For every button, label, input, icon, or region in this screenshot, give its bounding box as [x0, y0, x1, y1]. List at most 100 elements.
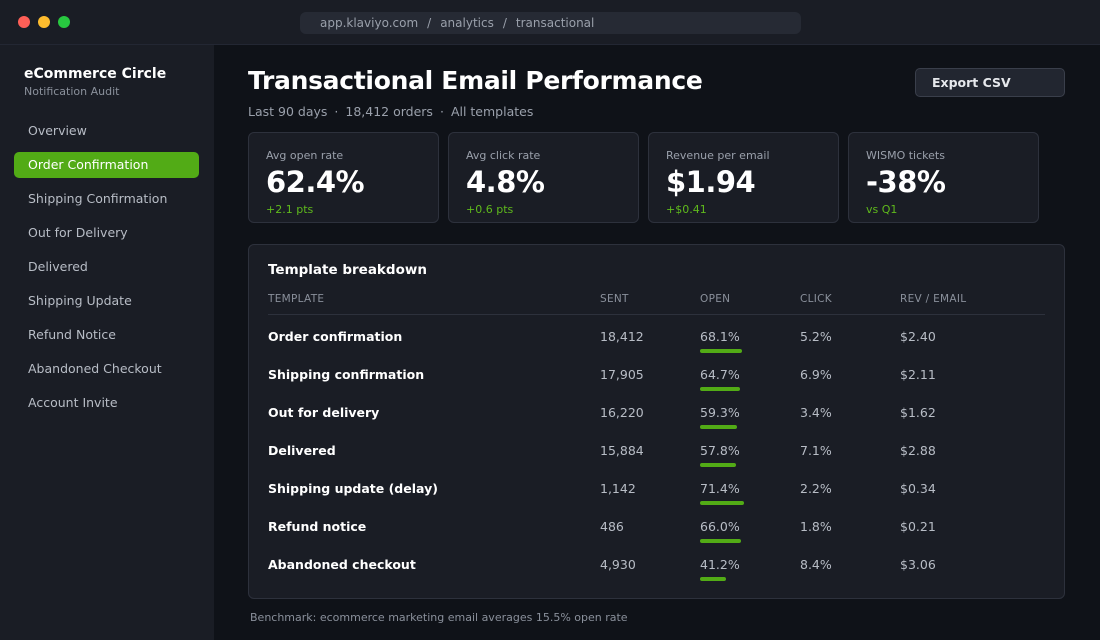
- kpi-value: $1.94: [666, 165, 756, 199]
- column-header-click[interactable]: CLICK: [800, 293, 832, 305]
- open-rate: 64.7%: [700, 367, 740, 382]
- column-header-open[interactable]: OPEN: [700, 293, 731, 305]
- sent-count: 15,884: [600, 443, 644, 458]
- click-rate: 8.4%: [800, 557, 832, 572]
- table-row[interactable]: Shipping confirmation 17,905 64.7% 6.9% …: [249, 367, 1064, 405]
- kpi-label: WISMO tickets: [866, 149, 945, 162]
- open-rate-bar: [700, 349, 743, 353]
- open-rate: 59.3%: [700, 405, 740, 420]
- click-rate: 3.4%: [800, 405, 832, 420]
- revenue-per-email: $2.11: [900, 367, 936, 382]
- panel-title: Template breakdown: [268, 262, 427, 278]
- page-meta: Last 90 days · 18,412 orders · All templates: [248, 104, 533, 119]
- open-rate-bar: [700, 501, 745, 505]
- meta-templates: All templates: [450, 104, 534, 119]
- sent-count: 4,930: [600, 557, 636, 572]
- column-header-template[interactable]: TEMPLATE: [268, 293, 325, 305]
- kpi-value: -38%: [866, 165, 946, 199]
- table-row[interactable]: Shipping update (delay) 1,142 71.4% 2.2%…: [249, 481, 1064, 519]
- sidebar-item-overview[interactable]: Overview: [28, 123, 87, 138]
- kpi-card-open-rate: Avg open rate 62.4% +2.1 pts: [248, 132, 439, 223]
- template-name: Shipping confirmation: [268, 367, 425, 382]
- open-rate-bar: [700, 425, 737, 429]
- maximize-window-button[interactable]: [58, 16, 70, 28]
- kpi-label: Avg open rate: [266, 149, 344, 162]
- revenue-per-email: $2.40: [900, 329, 936, 344]
- url-segment-transactional: transactional: [515, 16, 595, 30]
- template-name: Abandoned checkout: [268, 557, 416, 572]
- brand-name: eCommerce Circle: [24, 66, 167, 82]
- sent-count: 17,905: [600, 367, 644, 382]
- meta-separator: ·: [439, 104, 444, 119]
- open-rate-bar: [700, 463, 736, 467]
- click-rate: 1.8%: [800, 519, 832, 534]
- url-separator: /: [427, 16, 432, 30]
- kpi-card-click-rate: Avg click rate 4.8% +0.6 pts: [448, 132, 639, 223]
- kpi-label: Revenue per email: [666, 149, 770, 162]
- table-row[interactable]: Order confirmation 18,412 68.1% 5.2% $2.…: [249, 329, 1064, 367]
- sidebar-item-delivered[interactable]: Delivered: [28, 259, 88, 274]
- kpi-value: 62.4%: [266, 165, 365, 199]
- table-row[interactable]: Delivered 15,884 57.8% 7.1% $2.88: [249, 443, 1064, 481]
- meta-separator: ·: [334, 104, 339, 119]
- address-bar[interactable]: app.klaviyo.com / analytics / transactional: [300, 12, 801, 34]
- template-name: Refund notice: [268, 519, 367, 534]
- meta-orders: 18,412 orders: [345, 104, 433, 119]
- column-header-sent[interactable]: SENT: [600, 293, 629, 305]
- sidebar-item-account-invite[interactable]: Account Invite: [28, 395, 118, 410]
- url-host: app.klaviyo.com: [320, 16, 419, 30]
- column-header-rev-per-email[interactable]: REV / EMAIL: [900, 293, 967, 305]
- export-csv-button[interactable]: Export CSV: [915, 68, 1065, 97]
- open-rate: 41.2%: [700, 557, 740, 572]
- brand-subtitle: Notification Audit: [24, 85, 120, 98]
- kpi-delta: +2.1 pts: [266, 203, 314, 216]
- template-name: Shipping update (delay): [268, 481, 438, 496]
- sidebar-item-refund-notice[interactable]: Refund Notice: [28, 327, 116, 342]
- kpi-delta: +0.6 pts: [466, 203, 514, 216]
- benchmark-footnote: Benchmark: ecommerce marketing email ave…: [250, 611, 628, 624]
- sidebar-item-order-confirmation[interactable]: Order Confirmation: [14, 152, 199, 178]
- revenue-per-email: $2.88: [900, 443, 936, 458]
- minimize-window-button[interactable]: [38, 16, 50, 28]
- revenue-per-email: $0.21: [900, 519, 936, 534]
- table-row[interactable]: Refund notice 486 66.0% 1.8% $0.21: [249, 519, 1064, 557]
- click-rate: 7.1%: [800, 443, 832, 458]
- kpi-delta: vs Q1: [866, 203, 898, 216]
- open-rate: 71.4%: [700, 481, 740, 496]
- template-name: Delivered: [268, 443, 336, 458]
- table-row[interactable]: Abandoned checkout 4,930 41.2% 8.4% $3.0…: [249, 557, 1064, 595]
- sidebar-item-out-for-delivery[interactable]: Out for Delivery: [28, 225, 128, 240]
- open-rate: 57.8%: [700, 443, 740, 458]
- url-segment-analytics: analytics: [440, 16, 494, 30]
- click-rate: 2.2%: [800, 481, 832, 496]
- table-row[interactable]: Out for delivery 16,220 59.3% 3.4% $1.62: [249, 405, 1064, 443]
- template-breakdown-panel: Template breakdown TEMPLATE SENT OPEN CL…: [248, 244, 1065, 599]
- open-rate-bar: [700, 577, 726, 581]
- url-separator: /: [502, 16, 507, 30]
- sent-count: 1,142: [600, 481, 636, 496]
- kpi-card-revenue-per-email: Revenue per email $1.94 +$0.41: [648, 132, 839, 223]
- meta-period: Last 90 days: [248, 104, 328, 119]
- sidebar-item-shipping-confirmation[interactable]: Shipping Confirmation: [28, 191, 168, 206]
- sent-count: 486: [600, 519, 624, 534]
- sent-count: 18,412: [600, 329, 644, 344]
- open-rate: 68.1%: [700, 329, 740, 344]
- kpi-delta: +$0.41: [666, 203, 707, 216]
- window-titlebar: app.klaviyo.com / analytics / transactional: [0, 0, 1100, 45]
- close-window-button[interactable]: [18, 16, 30, 28]
- open-rate: 66.0%: [700, 519, 740, 534]
- sidebar: eCommerce Circle Notification Audit Over…: [0, 45, 214, 640]
- template-name: Out for delivery: [268, 405, 380, 420]
- sidebar-item-abandoned-checkout[interactable]: Abandoned Checkout: [28, 361, 162, 376]
- revenue-per-email: $3.06: [900, 557, 936, 572]
- revenue-per-email: $0.34: [900, 481, 936, 496]
- page-title: Transactional Email Performance: [248, 66, 703, 95]
- sidebar-item-shipping-update[interactable]: Shipping Update: [28, 293, 132, 308]
- header-divider: [268, 314, 1045, 315]
- open-rate-bar: [700, 539, 741, 543]
- click-rate: 5.2%: [800, 329, 832, 344]
- kpi-label: Avg click rate: [466, 149, 541, 162]
- sent-count: 16,220: [600, 405, 644, 420]
- open-rate-bar: [700, 387, 741, 391]
- revenue-per-email: $1.62: [900, 405, 936, 420]
